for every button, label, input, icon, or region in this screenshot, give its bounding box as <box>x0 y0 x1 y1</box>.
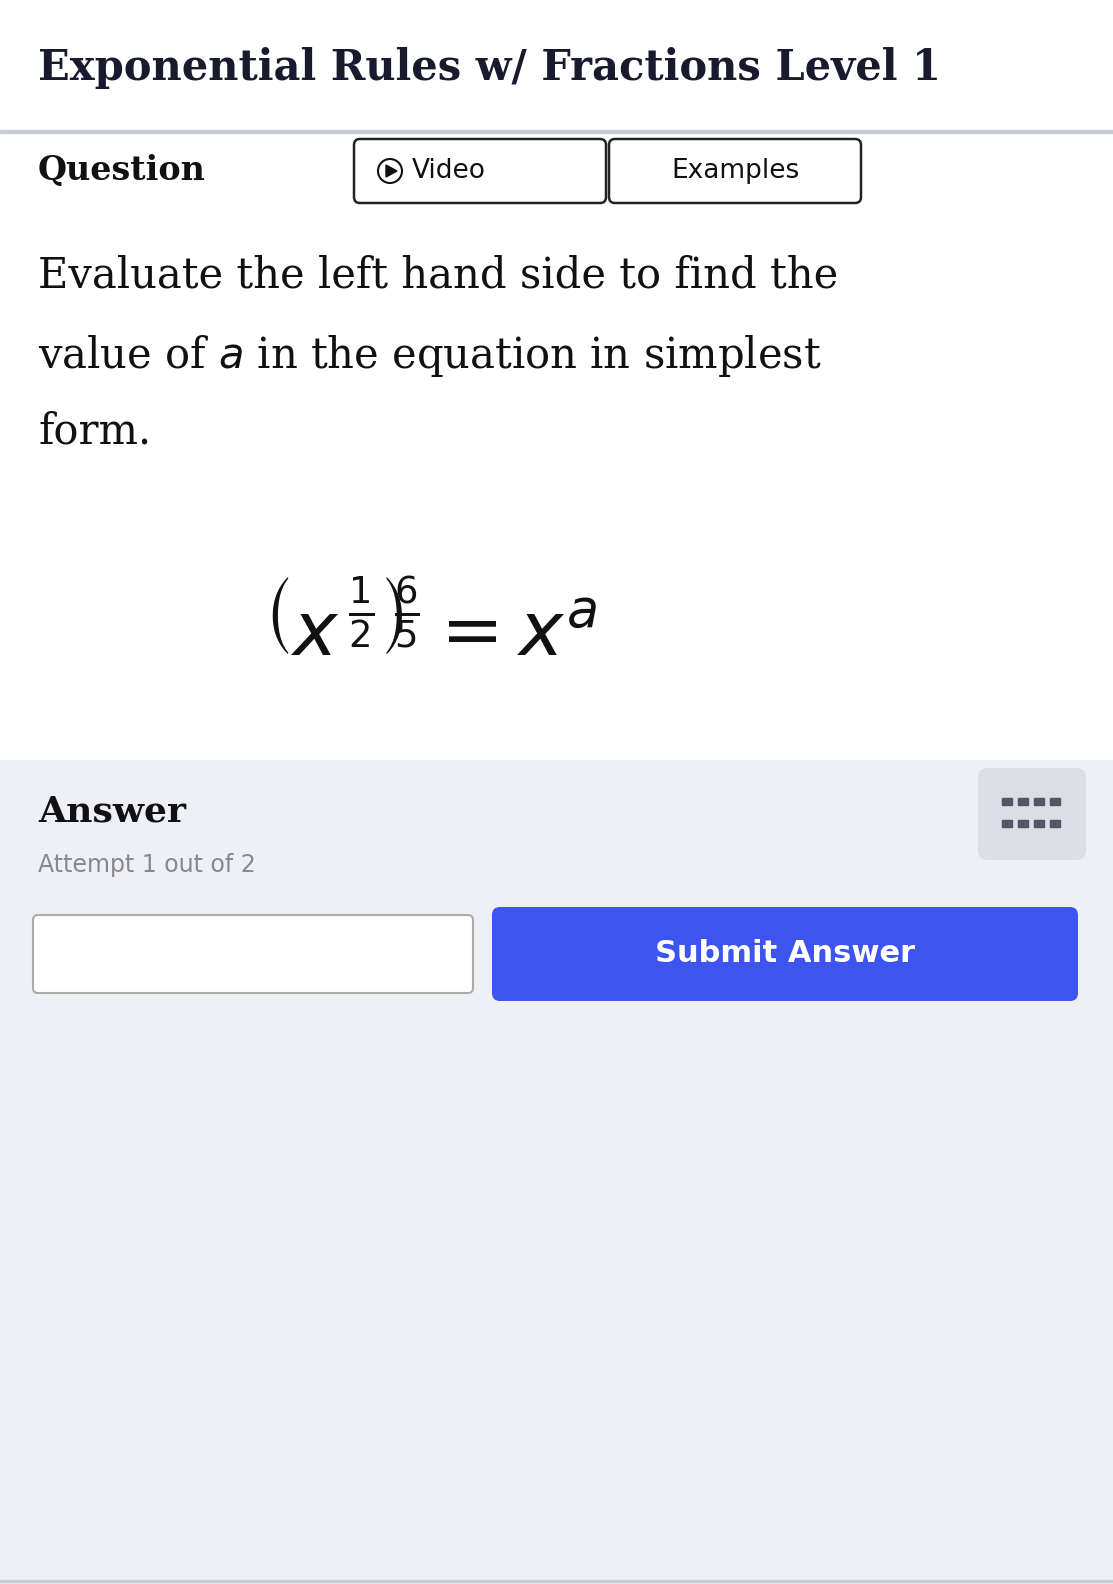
Bar <box>1018 798 1028 805</box>
Bar <box>0 130 1113 133</box>
Text: Examples: Examples <box>671 158 799 184</box>
Text: Video: Video <box>412 158 486 184</box>
Bar <box>0 133 1113 211</box>
Text: Question: Question <box>38 155 206 187</box>
Bar <box>1050 798 1060 805</box>
Text: form.: form. <box>38 410 151 453</box>
Bar <box>1002 821 1012 827</box>
Bar <box>1018 821 1028 827</box>
Bar <box>1034 798 1044 805</box>
Text: $\left(x^{\,\frac{1}{2}}\right)^{\!\!\frac{6}{5}} = x^{a}$: $\left(x^{\,\frac{1}{2}}\right)^{\!\!\fr… <box>263 588 597 672</box>
Bar <box>1034 821 1044 827</box>
Polygon shape <box>386 165 397 177</box>
Bar <box>0 0 1113 130</box>
Text: Evaluate the left hand side to find the: Evaluate the left hand side to find the <box>38 255 838 296</box>
FancyBboxPatch shape <box>354 139 605 203</box>
FancyBboxPatch shape <box>978 768 1086 860</box>
Bar <box>1002 798 1012 805</box>
Bar <box>1050 821 1060 827</box>
FancyBboxPatch shape <box>33 916 473 993</box>
Bar <box>0 211 1113 760</box>
Text: Answer: Answer <box>38 795 186 828</box>
Text: value of $a$ in the equation in simplest: value of $a$ in the equation in simplest <box>38 333 821 379</box>
Bar <box>0 1579 1113 1582</box>
Bar <box>0 760 1113 1584</box>
Text: Submit Answer: Submit Answer <box>654 939 915 968</box>
FancyBboxPatch shape <box>492 908 1078 1001</box>
Text: Attempt 1 out of 2: Attempt 1 out of 2 <box>38 854 256 878</box>
Text: Exponential Rules w/ Fractions Level 1: Exponential Rules w/ Fractions Level 1 <box>38 48 940 89</box>
FancyBboxPatch shape <box>609 139 861 203</box>
